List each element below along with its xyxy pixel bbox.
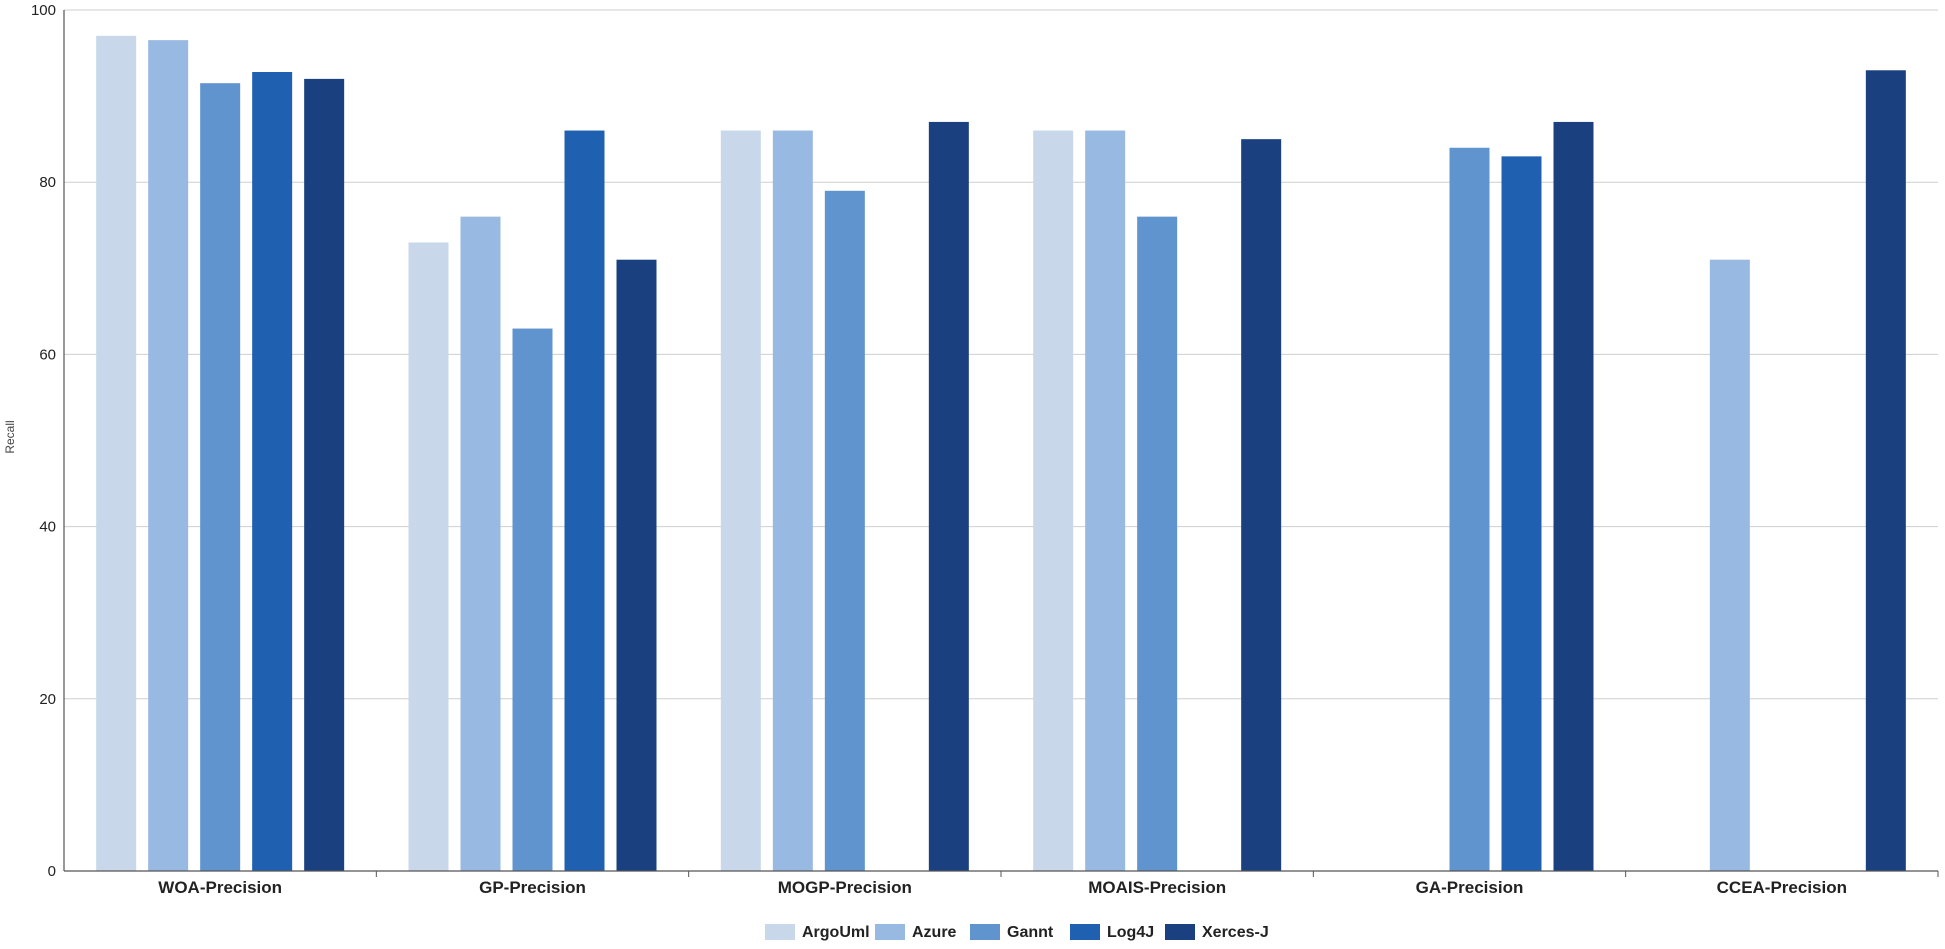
bar-argouml-3 bbox=[1033, 130, 1074, 872]
bar-xerces-j-5 bbox=[1865, 70, 1906, 871]
legend-label: Log4J bbox=[1107, 924, 1154, 941]
legend-label: Xerces-J bbox=[1202, 924, 1269, 941]
x-tick-label: CCEA-Precision bbox=[1717, 878, 1847, 897]
bar-log4j-0 bbox=[252, 71, 293, 871]
grid bbox=[64, 9, 1938, 700]
bar-gannt-1 bbox=[512, 328, 553, 871]
y-tick-label: 60 bbox=[39, 346, 56, 363]
bar-xerces-j-2 bbox=[928, 121, 969, 872]
legend-swatch bbox=[970, 924, 1000, 940]
bar-argouml-1 bbox=[408, 242, 449, 872]
bar-azure-3 bbox=[1085, 130, 1126, 872]
x-tick-label: GP-Precision bbox=[479, 878, 586, 897]
legend-swatch bbox=[875, 924, 905, 940]
legend-swatch bbox=[765, 924, 795, 940]
bar-argouml-2 bbox=[720, 130, 761, 872]
legend-label: ArgoUml bbox=[802, 924, 870, 941]
bar-log4j-1 bbox=[564, 130, 605, 872]
y-axis-label: Recall bbox=[3, 420, 17, 453]
bar-azure-2 bbox=[772, 130, 813, 872]
bar-xerces-j-4 bbox=[1553, 121, 1594, 872]
y-tick-label: 100 bbox=[31, 2, 56, 19]
bar-xerces-j-3 bbox=[1241, 139, 1282, 871]
bars bbox=[96, 35, 1906, 872]
legend-label: Azure bbox=[912, 924, 957, 941]
y-tick-label: 0 bbox=[48, 863, 56, 880]
axes: 0 20 40 60 80 100 WOA-Precision GP-Precision MOG… bbox=[31, 2, 1939, 897]
legend-swatch bbox=[1070, 924, 1100, 940]
bar-azure-0 bbox=[148, 40, 189, 871]
legend-swatch bbox=[1165, 924, 1195, 940]
bar-xerces-j-1 bbox=[616, 259, 657, 871]
x-tick-label: MOAIS-Precision bbox=[1088, 878, 1226, 897]
bar-argouml-0 bbox=[96, 35, 137, 871]
bar-gannt-4 bbox=[1449, 147, 1490, 871]
x-tick-label: WOA-Precision bbox=[158, 878, 282, 897]
bar-azure-5 bbox=[1709, 259, 1750, 871]
legend-label: Gannt bbox=[1007, 924, 1054, 941]
y-tick-label: 40 bbox=[39, 519, 56, 536]
bar-azure-1 bbox=[460, 216, 501, 871]
y-tick-label: 20 bbox=[39, 691, 56, 708]
x-tick-label: MOGP-Precision bbox=[778, 878, 912, 897]
y-tick-label: 80 bbox=[39, 174, 56, 191]
bar-gannt-2 bbox=[824, 190, 865, 871]
bar-gannt-3 bbox=[1137, 216, 1178, 871]
x-tick-label: GA-Precision bbox=[1416, 878, 1524, 897]
bar-xerces-j-0 bbox=[304, 78, 345, 871]
bar-gannt-0 bbox=[200, 83, 241, 871]
legend: ArgoUml Azure Gannt Log4J Xerces-J bbox=[765, 924, 1269, 941]
bar-log4j-4 bbox=[1501, 156, 1542, 871]
